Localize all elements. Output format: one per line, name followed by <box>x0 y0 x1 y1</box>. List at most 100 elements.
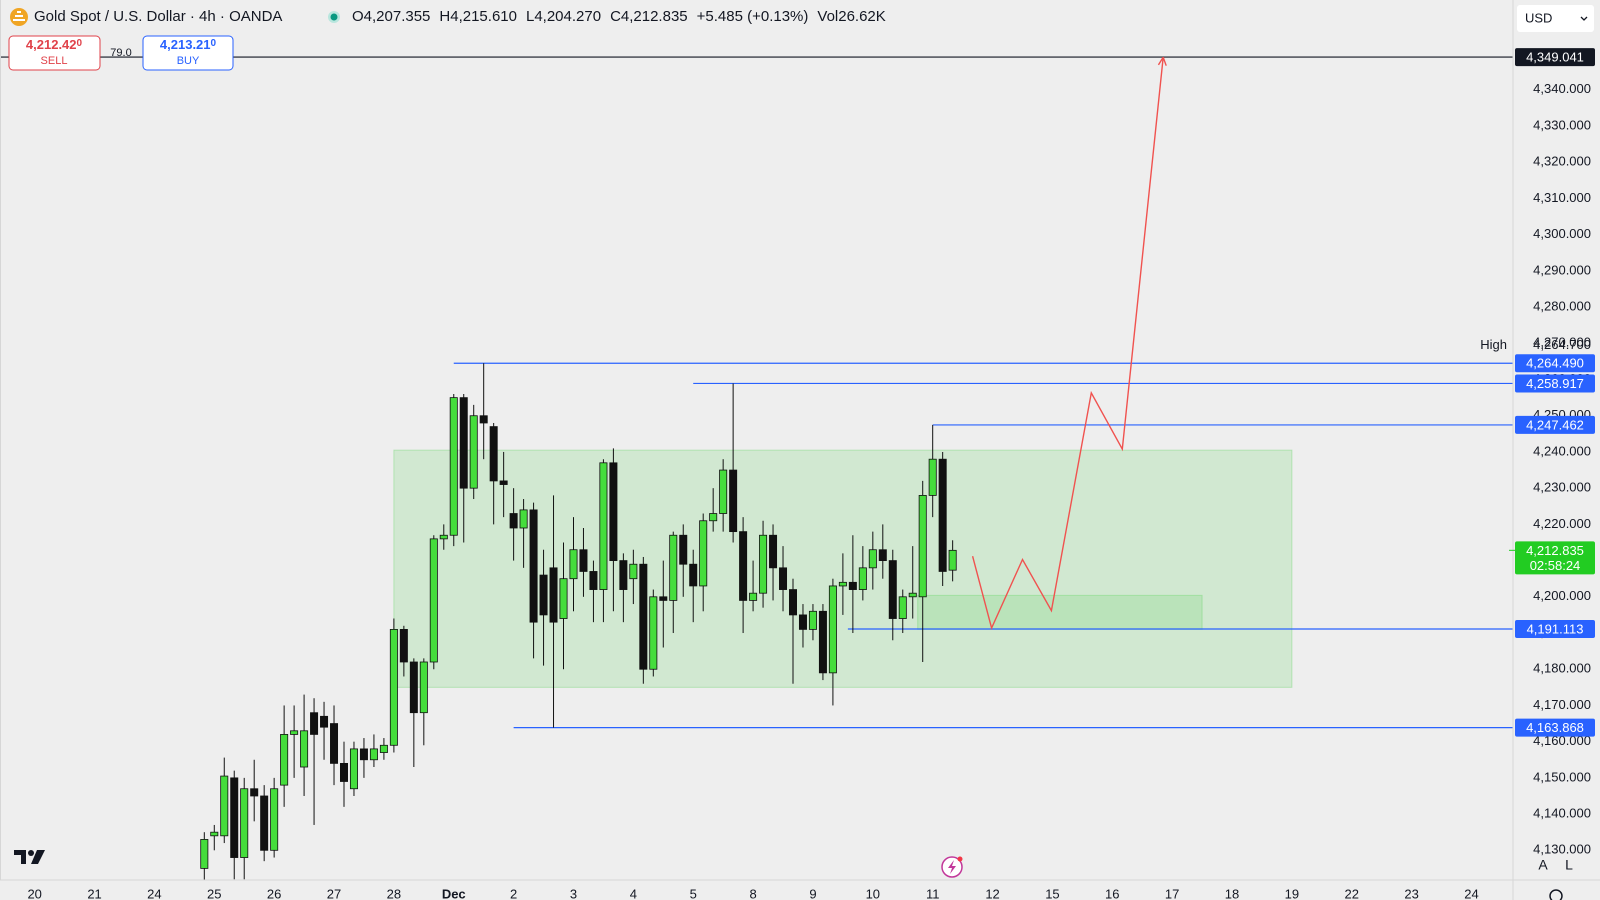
candle-body <box>339 762 348 782</box>
buy-price-fraction[interactable]: 0 <box>211 38 217 49</box>
buy-button-box[interactable] <box>142 35 234 71</box>
candle-body <box>928 458 937 496</box>
x-tick-label: 26 <box>267 886 281 900</box>
price-label-box <box>1515 619 1595 638</box>
ohlc-open: O4,207.355 <box>352 8 430 25</box>
y-tick-label: 4,150.000 <box>1533 769 1591 784</box>
bar-countdown: 02:58:24 <box>1530 558 1581 573</box>
buy-price[interactable]: 4,213.210 <box>160 37 217 52</box>
candle-body <box>210 831 219 837</box>
y-tick-label: 4,170.000 <box>1533 697 1591 712</box>
sell-price[interactable]: 4,212.420 <box>26 37 83 52</box>
candle-body <box>499 480 508 485</box>
candle-body <box>729 469 738 533</box>
buy-button[interactable]: 4,213.210 BUY <box>142 35 234 71</box>
candle-body <box>489 426 498 482</box>
candle-body <box>918 495 927 598</box>
log-scale-toggle[interactable]: L <box>1565 857 1573 873</box>
currency[interactable]: USD <box>1525 10 1552 25</box>
candle-body <box>579 549 588 572</box>
candle-body <box>220 775 229 837</box>
overlay: Gold Spot / U.S. Dollar · 4h · OANDA O4,… <box>8 5 1594 900</box>
x-tick-label: 19 <box>1285 886 1299 900</box>
candle-body <box>689 563 698 587</box>
candle-body <box>559 578 568 619</box>
candle-body <box>200 839 209 869</box>
x-tick-label: Dec <box>442 886 466 900</box>
x-tick-label: 20 <box>27 886 41 900</box>
price-label: 4,264.490 <box>1526 356 1584 371</box>
ohlc-close: C4,212.835 <box>610 8 688 25</box>
candle-body <box>798 614 807 630</box>
ohlc: O4,207.355 H4,215.610 L4,204.270 C4,212.835… <box>352 8 886 25</box>
time-axis-bg <box>0 880 1600 900</box>
x-tick-label: 18 <box>1225 886 1239 900</box>
price-label: 4,163.868 <box>1526 720 1584 735</box>
alerts-icon[interactable] <box>941 856 963 878</box>
high-marker-value: 4,264.700 <box>1533 337 1591 352</box>
candle-body <box>779 567 788 590</box>
x-tick-label: 2 <box>510 886 517 900</box>
ohlc-change: +5.485 (+0.13%) <box>697 8 809 25</box>
candle-body <box>858 567 867 590</box>
x-tick-label: 17 <box>1165 886 1179 900</box>
candle-body <box>240 788 249 858</box>
sell-button[interactable]: 4,212.420 SELL <box>8 35 101 71</box>
candle-body <box>459 397 468 489</box>
candle-body <box>509 513 518 529</box>
x-tick-label: 23 <box>1404 886 1418 900</box>
price-label-box <box>1515 354 1595 373</box>
x-tick-label: 11 <box>926 886 940 900</box>
price-label-box <box>1515 374 1595 393</box>
y-tick-label: 4,130.000 <box>1533 842 1591 857</box>
candle-body <box>409 661 418 714</box>
candle-body <box>379 744 388 753</box>
projection-path <box>971 57 1164 631</box>
current-price-box <box>1515 541 1595 575</box>
settings-icon[interactable] <box>1549 889 1563 900</box>
sell-price-main[interactable]: 4,212.42 <box>26 37 77 52</box>
alerts-badge <box>957 856 963 862</box>
price-axis-bg <box>1513 0 1600 900</box>
currency-dropdown[interactable]: USD <box>1517 5 1594 32</box>
ohlc-high: H4,215.610 <box>439 8 517 25</box>
currency-box[interactable] <box>1517 5 1594 32</box>
candle-body <box>659 596 668 601</box>
sell-price-fraction[interactable]: 0 <box>77 38 83 49</box>
symbol-icon-bars <box>13 11 25 21</box>
candle-body <box>399 628 408 663</box>
x-tick-label: 3 <box>570 886 577 900</box>
candle-body <box>808 610 817 630</box>
candle-body <box>419 661 428 714</box>
candle-body <box>290 730 299 735</box>
candle-body <box>848 581 857 590</box>
plot-area <box>0 56 1513 880</box>
x-tick-label: 25 <box>207 886 221 900</box>
buy-label[interactable]: BUY <box>177 55 200 67</box>
symbol-title[interactable]: Gold Spot / U.S. Dollar · 4h · OANDA <box>34 8 282 25</box>
price-label: 4,247.462 <box>1526 417 1584 432</box>
candle-body <box>609 462 618 561</box>
projection-arrowhead <box>1162 56 1167 66</box>
candle-body <box>719 469 728 514</box>
x-tick-label: 4 <box>630 886 637 900</box>
candle-body <box>320 715 329 728</box>
candle-body <box>599 462 608 590</box>
logo-part <box>28 850 34 856</box>
buy-price-main[interactable]: 4,213.21 <box>160 37 211 52</box>
auto-scale-toggle[interactable]: A <box>1538 857 1548 873</box>
sell-button-box[interactable] <box>8 35 101 71</box>
sell-label[interactable]: SELL <box>41 55 68 67</box>
candle-body <box>310 712 319 735</box>
x-tick-label: 21 <box>87 886 101 900</box>
y-tick-label: 4,180.000 <box>1533 661 1591 676</box>
x-tick-label: 15 <box>1045 886 1059 900</box>
candle-body <box>709 513 718 522</box>
candle-body <box>439 534 448 540</box>
candle-body <box>739 531 748 601</box>
price-label: 4,349.041 <box>1526 50 1584 65</box>
y-tick-label: 4,240.000 <box>1533 443 1591 458</box>
ohlc-low: L4,204.270 <box>526 8 601 25</box>
